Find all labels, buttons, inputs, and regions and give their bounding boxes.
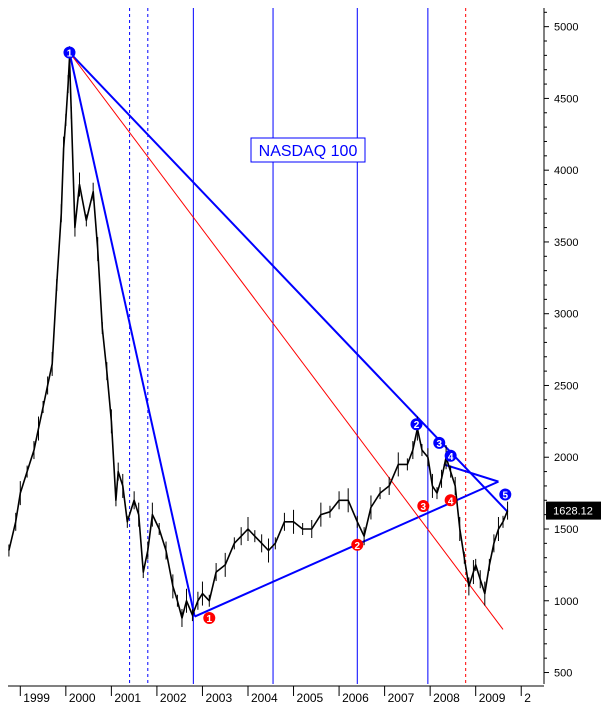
y-tick-label-2000: 2000 (554, 452, 578, 464)
trend-line-2 (68, 51, 509, 513)
x-tick-label-2: 2000 (69, 691, 96, 705)
y-tick-label-1000: 1000 (554, 596, 578, 608)
chart-title-group: NASDAQ 100 (250, 137, 366, 163)
marker-circle (351, 538, 364, 551)
marker-label: 1 (67, 48, 73, 59)
marker-red-4: 4 (444, 494, 457, 507)
trend-line-1 (68, 52, 196, 617)
y-tick-label-3000: 3000 (554, 309, 578, 321)
last-price-group: 1628.12 (546, 501, 601, 520)
marker-circle (63, 46, 76, 59)
marker-red-1: 1 (203, 611, 216, 625)
x-tick-label-9: 2007 (388, 691, 415, 705)
marker-blue-4: 4 (444, 449, 457, 463)
marker-blue-5: 5 (499, 488, 512, 502)
marker-label: 3 (421, 502, 427, 513)
x-tick-label-6: 2004 (251, 691, 278, 705)
marker-red-3: 3 (417, 500, 430, 513)
trend-line-4 (443, 463, 499, 483)
y-tick-label-2500: 2500 (554, 380, 578, 392)
marker-label: 5 (503, 491, 509, 502)
marker-label: 3 (436, 439, 442, 450)
marker-circle (410, 418, 423, 431)
y-tick-label-4000: 4000 (554, 165, 578, 177)
marker-blue-2: 2 (410, 418, 423, 431)
y-tick-label-3500: 3500 (554, 237, 578, 249)
marker-label: 2 (355, 541, 361, 552)
y-tick-label-500: 500 (554, 668, 572, 680)
x-tick-label-11: 2009 (479, 691, 506, 705)
marker-red-2: 2 (351, 538, 364, 552)
y-ticks-layer: 500 1000 1500 2000 2500 3000 3500 4000 4500 5000 (544, 11, 578, 680)
vertical-lines-layer (129, 8, 467, 684)
marker-circle (203, 611, 216, 624)
x-tick-label-5: 2003 (205, 691, 232, 705)
x-tick-label-12: 2 (524, 691, 531, 705)
x-tick-label-7: 2005 (297, 691, 324, 705)
marker-label: 1 (207, 614, 213, 625)
chart-title-box (250, 137, 366, 163)
y-tick-label-5000: 5000 (554, 22, 578, 34)
marker-label: 4 (448, 452, 454, 463)
x-tick-label-3: 2001 (114, 691, 141, 705)
marker-label: 4 (448, 496, 454, 507)
x-tick-label-10: 2008 (433, 691, 460, 705)
chart-title: NASDAQ 100 (259, 143, 358, 160)
marker-circle (433, 436, 446, 449)
x-tick-label-8: 2006 (342, 691, 369, 705)
last-price-box (546, 501, 601, 520)
marker-circle (417, 500, 430, 513)
y-tick-label-1500: 1500 (554, 524, 578, 536)
marker-circle (444, 494, 457, 507)
marker-blue-1: 1 (63, 46, 76, 59)
trend-line-5 (69, 52, 504, 630)
x-ticks-layer: 1999 2000 2001 2002 2003 2004 2005 2006 2007 2008… (19, 686, 531, 705)
marker-circle (444, 449, 457, 462)
price-series-layer (8, 46, 509, 627)
x-tick-label-4: 2002 (160, 691, 187, 705)
last-price-label: 1628.12 (553, 506, 593, 518)
marker-blue-3: 3 (433, 436, 446, 450)
x-tick-label-1: 1999 (23, 691, 50, 705)
y-tick-label-4500: 4500 (554, 93, 578, 105)
marker-circle (499, 488, 512, 501)
marker-label: 2 (414, 420, 420, 431)
axes-layer (8, 8, 545, 687)
